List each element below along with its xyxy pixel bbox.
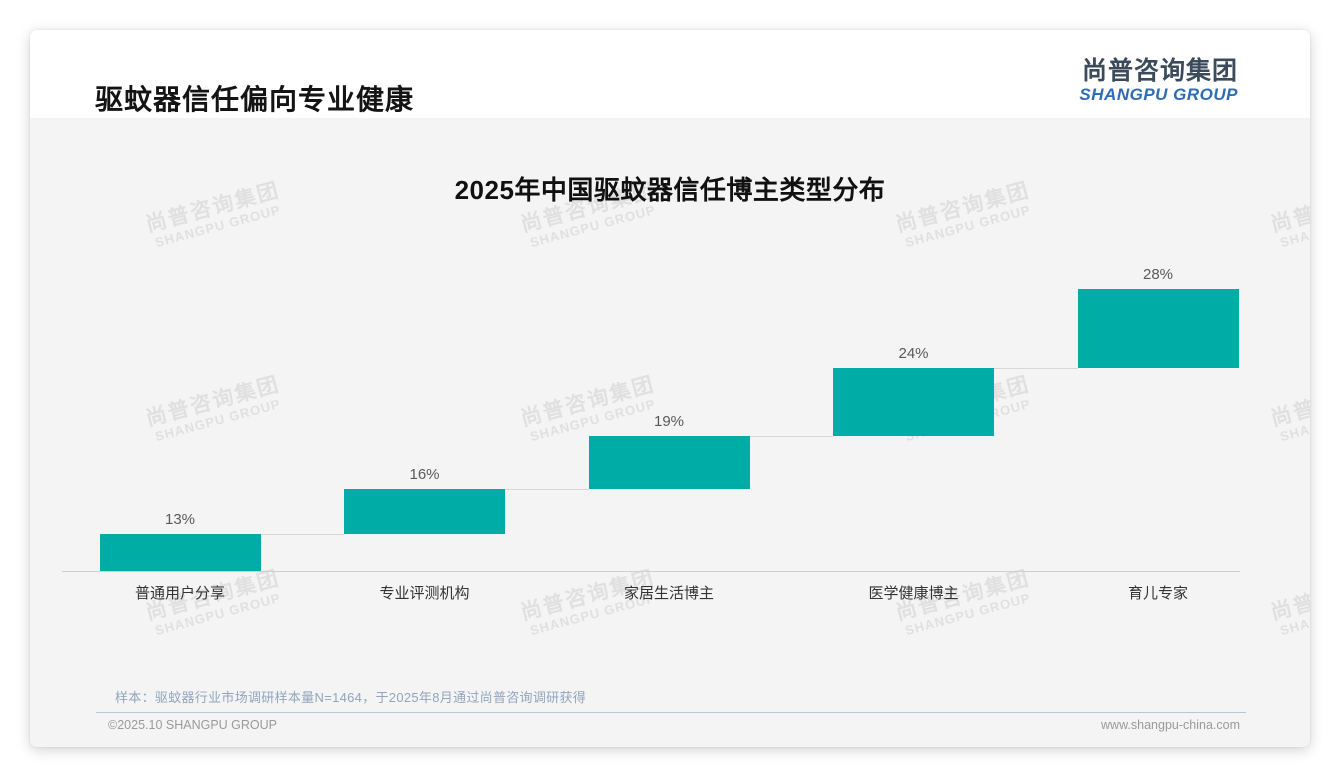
sample-note: 样本：驱蚊器行业市场调研样本量N=1464，于2025年8月通过尚普咨询调研获得 (115, 690, 587, 705)
card-header: 驱蚊器信任偏向专业健康 尚普咨询集团 SHANGPU GROUP (30, 30, 1310, 118)
waterfall-connector (749, 435, 833, 437)
waterfall-bar (588, 435, 750, 490)
waterfall-connector (994, 367, 1078, 369)
report-card: 驱蚊器信任偏向专业健康 尚普咨询集团 SHANGPU GROUP 尚普咨询集团 S… (30, 30, 1310, 747)
footer-divider (96, 712, 1246, 713)
bar-value-label: 24% (898, 344, 929, 362)
category-label: 育儿专家 (1127, 585, 1188, 602)
page-title: 驱蚊器信任偏向专业健康 (95, 84, 415, 115)
waterfall-connector (505, 489, 589, 491)
logo-english-text: SHANGPU GROUP (1079, 85, 1238, 105)
category-label: 医学健康博主 (868, 585, 959, 602)
logo-chinese-text: 尚普咨询集团 (1081, 57, 1238, 85)
copyright-text: ©2025.10 SHANGPU GROUP (108, 718, 277, 732)
bar-value-label: 16% (409, 466, 440, 484)
category-label: 专业评测机构 (379, 585, 470, 602)
category-label: 家居生活博主 (623, 585, 714, 602)
chart-title: 2025年中国驱蚊器信任博主类型分布 (454, 175, 886, 205)
chart-section: 尚普咨询集团 SHANGPU GROUP 尚普咨询集团 SHANGPU GROUP 尚普… (30, 118, 1310, 747)
x-axis-line (62, 571, 1240, 572)
waterfall-chart: 13% 普通用户分享 16% 专业评测机构 19% 家居生活博主 24% 医学健康博主 28% 育… (30, 118, 1310, 747)
waterfall-bar (99, 534, 261, 571)
company-logo: 尚普咨询集团 SHANGPU GROUP (1079, 58, 1238, 104)
waterfall-bar (1077, 289, 1239, 368)
website-text: www.shangpu-china.com (1101, 718, 1240, 732)
bar-value-label: 28% (1142, 266, 1174, 283)
category-label: 普通用户分享 (134, 585, 225, 602)
bar-value-label: 19% (653, 412, 685, 430)
waterfall-bar (833, 367, 994, 436)
bar-value-label: 13% (164, 511, 196, 529)
waterfall-connector (260, 534, 344, 536)
waterfall-bar (344, 489, 505, 535)
